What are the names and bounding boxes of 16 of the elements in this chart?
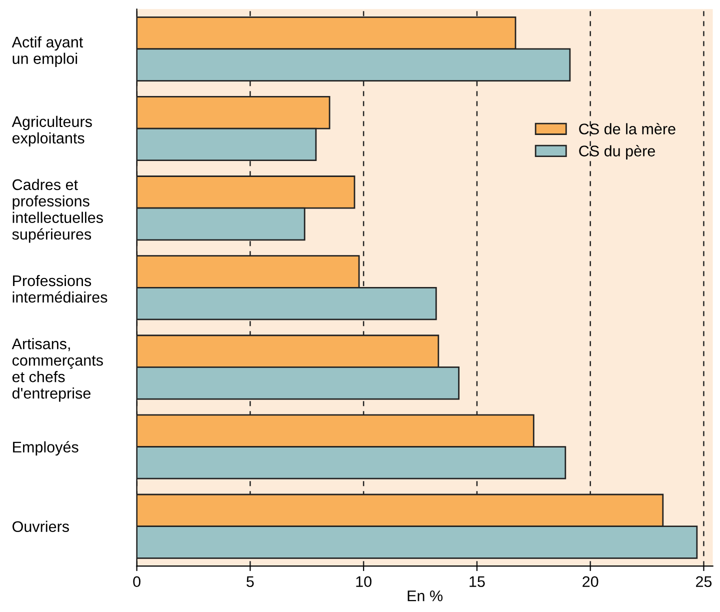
- x-tick-label: 10: [356, 576, 372, 588]
- y-tick-label: Employés: [13, 441, 78, 456]
- x-tick-label: 5: [246, 576, 254, 588]
- y-tick-label: Professions intermédiaires: [12, 274, 108, 303]
- y-tick-label: Agriculteurs exploitants: [12, 116, 92, 147]
- y-tick-label: Cadres et professions intellectuelles supérieures: [12, 178, 103, 243]
- x-axis-title: En %: [408, 590, 443, 602]
- legend-label: CS du père: [579, 145, 655, 160]
- x-tick-label: 25: [696, 576, 712, 588]
- y-tick-label: Artisans, commerçants et chefs d'entreprise: [12, 338, 103, 402]
- x-tick-label: 20: [582, 576, 598, 588]
- y-tick-label: Actif ayant un emploi: [12, 36, 84, 67]
- x-tick-label: 0: [133, 576, 140, 588]
- x-tick-label: 15: [470, 576, 485, 588]
- y-tick-label: Ouvriers: [12, 520, 69, 532]
- legend-label: CS de la mère: [579, 122, 676, 134]
